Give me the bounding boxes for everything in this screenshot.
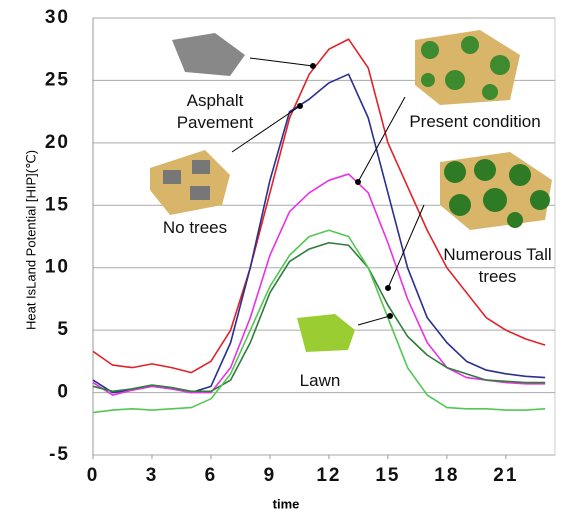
y-tick-label: 20 xyxy=(45,132,70,153)
x-tick-label: 21 xyxy=(493,465,518,486)
x-tick-label: 0 xyxy=(87,465,100,486)
x-tick-label: 6 xyxy=(205,465,218,486)
x-tick-label: 9 xyxy=(264,465,277,486)
y-tick-label: 10 xyxy=(45,257,70,278)
x-tick-label: 18 xyxy=(434,465,459,486)
house xyxy=(192,160,210,174)
y-tick-label: -5 xyxy=(49,444,70,465)
series-label: Asphalt Pavement xyxy=(160,90,270,134)
house xyxy=(190,186,210,200)
page: time Heat IsLand Potential [HIP](℃) -5 0 5… xyxy=(0,0,579,515)
series-label: Present condition xyxy=(385,111,565,133)
series-label: No trees xyxy=(140,217,250,239)
series-label: Numerous Tall trees xyxy=(435,244,560,288)
x-tick-label: 3 xyxy=(146,465,159,486)
y-tick-label: 0 xyxy=(57,382,70,403)
series-label: Lawn xyxy=(285,370,355,392)
x-tick-label: 12 xyxy=(316,465,341,486)
x-tick-label: 15 xyxy=(375,465,400,486)
y-tick-label: 15 xyxy=(45,194,70,215)
y-tick-label: 30 xyxy=(45,7,70,28)
y-tick-label: 25 xyxy=(45,69,70,90)
y-axis-label: Heat IsLand Potential [HIP](℃) xyxy=(23,150,38,330)
x-axis-label: time xyxy=(273,496,300,511)
y-tick-label: 5 xyxy=(57,319,70,340)
house xyxy=(163,170,181,184)
